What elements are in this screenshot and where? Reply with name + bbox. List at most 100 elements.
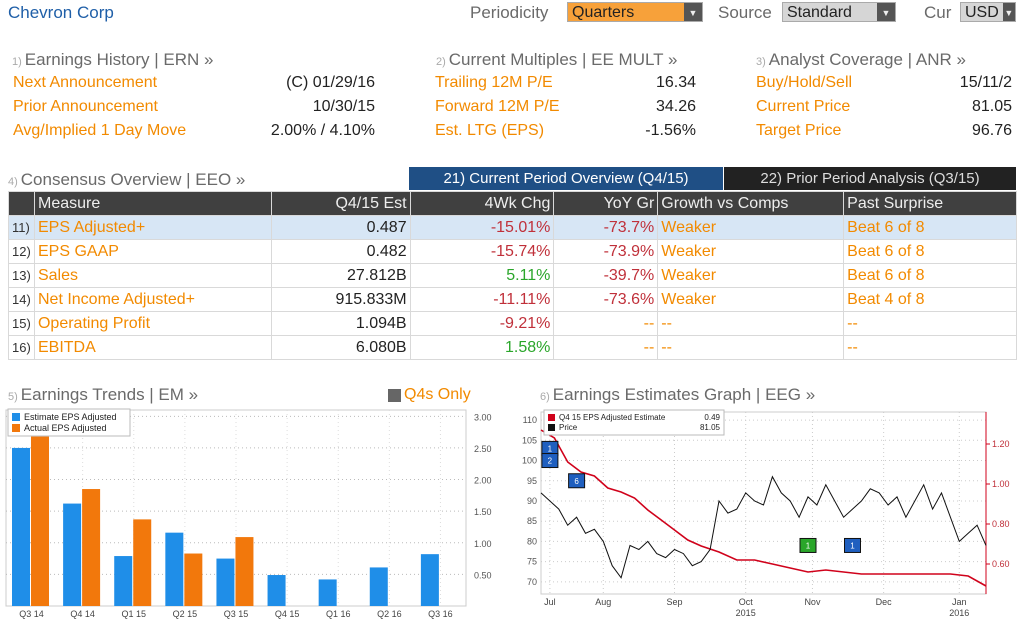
surprise-cell: -- [843,311,1017,336]
chevron-down-icon: ▼ [877,3,895,21]
est-cell: 0.487 [270,215,411,240]
periodicity-select[interactable]: Quarters ▼ [567,2,703,22]
legend-swatch [548,414,555,421]
x-tick-label: Q2 15 [173,609,198,619]
consensus-overview-link[interactable]: 4) Consensus Overview | EEO » [8,170,246,189]
legend-box [543,409,725,436]
column-header-num [8,191,35,216]
yoy-cell: -73.6% [553,287,659,312]
table-row[interactable]: 16) EBITDA 6.080B 1.58% -- -- -- [8,335,1017,360]
x-tick-label: Q2 16 [377,609,402,619]
bar[interactable] [133,519,152,606]
marker-label: 6 [574,477,579,486]
series-line [540,429,987,587]
table-row[interactable]: 13) Sales 27.812B 5.11% -39.7% Weaker Be… [8,263,1017,288]
tab-current-period[interactable]: 21) Current Period Overview (Q4/15) [409,167,723,190]
bar[interactable] [369,567,388,606]
bar[interactable] [12,447,30,606]
y-tick-label: 1.50 [474,507,492,517]
bar[interactable] [216,558,235,606]
column-header-yoy[interactable]: YoY Gr [553,191,659,216]
legend-label: Price [559,423,578,432]
periodicity-label: Periodicity [470,3,549,22]
measure-cell: Sales [33,263,272,288]
yoy-cell: -- [553,311,659,336]
left-tick-label: 70 [527,577,537,587]
left-tick-label: 75 [527,557,537,567]
q4-only-toggle[interactable]: Q4s Only [388,386,471,404]
right-tick-label: 1.20 [992,439,1010,449]
legend-label: Estimate EPS Adjusted [24,412,117,422]
tab-prior-period[interactable]: 22) Prior Period Analysis (Q3/15) [724,167,1016,190]
chg-cell: 5.11% [409,263,555,288]
growth-cell: -- [657,311,845,336]
event-marker[interactable]: 6 [568,473,586,489]
earnings-history-link[interactable]: 1) Earnings History | ERN » [12,50,214,69]
avg-move-value: 2.00% / 4.10% [270,122,375,139]
surprise-cell: Beat 6 of 8 [843,215,1017,240]
left-tick-label: 80 [527,536,537,546]
earnings-trends-link[interactable]: 5) Earnings Trends | EM » [8,385,199,404]
column-header-surprise[interactable]: Past Surprise [843,191,1017,216]
bar[interactable] [184,553,203,606]
bar[interactable] [267,575,286,606]
chevron-down-icon: ▼ [684,3,702,21]
column-header-growth[interactable]: Growth vs Comps [657,191,845,216]
x-tick-label: Q4 15 [275,609,300,619]
table-row[interactable]: 12) EPS GAAP 0.482 -15.74% -73.9% Weaker… [8,239,1017,264]
table-row[interactable]: 14) Net Income Adjusted+ 915.833M -11.11… [8,287,1017,312]
marker-label: 1 [806,541,811,550]
chg-cell: 1.58% [409,335,555,360]
measure-cell: Net Income Adjusted+ [33,287,272,312]
marker-label: 2 [548,457,553,466]
column-header-est[interactable]: Q4/15 Est [270,191,411,216]
measure-cell: EPS GAAP [33,239,272,264]
x-tick-label: Aug [595,597,611,607]
measure-cell: EBITDA [33,335,272,360]
series-line [540,475,987,579]
event-marker[interactable]: 2 [541,453,559,469]
left-tick-label: 90 [527,496,537,506]
source-label: Source [718,3,772,22]
analyst-coverage-link[interactable]: 3) Analyst Coverage | ANR » [756,50,966,69]
current-price-value: 81.05 [971,98,1012,115]
source-select[interactable]: Standard ▼ [782,2,896,22]
bar[interactable] [31,436,49,606]
avg-move-label: Avg/Implied 1 Day Move [13,122,187,139]
measure-cell: Operating Profit [33,311,272,336]
bar[interactable] [114,556,133,606]
row-number: 14) [8,287,35,312]
bar[interactable] [235,537,254,606]
bar[interactable] [318,579,337,606]
currency-value: USD [961,3,1003,21]
bar[interactable] [63,503,82,606]
earnings-trends-chart: 0.50 1.00 1.50 2.00 2.50 3.00 Q3 14 Q4 14 Q1 15 Q… [5,408,492,619]
column-header-chg[interactable]: 4Wk Chg [409,191,555,216]
current-multiples-link[interactable]: 2) Current Multiples | EE MULT » [436,50,678,69]
surprise-cell: Beat 6 of 8 [843,263,1017,288]
bar[interactable] [165,532,184,606]
column-header-measure[interactable]: Measure [33,191,272,216]
est-cell: 27.812B [270,263,411,288]
legend-value: 0.49 [704,413,720,422]
prior-announcement-label: Prior Announcement [13,98,158,115]
marker-box [541,453,559,469]
x-year-label: 2015 [736,608,756,618]
marker-box [568,473,586,489]
table-row[interactable]: 11) EPS Adjusted+ 0.487 -15.01% -73.7% W… [8,215,1017,240]
marker-box [799,537,817,553]
event-marker[interactable]: 1 [844,537,861,553]
est-ltg-value: -1.56% [645,122,696,139]
growth-cell: Weaker [657,287,845,312]
earnings-estimates-link[interactable]: 6) Earnings Estimates Graph | EEG » [540,385,816,404]
yoy-cell: -73.7% [553,215,659,240]
bar[interactable] [82,489,101,606]
bar[interactable] [420,554,439,606]
row-number: 11) [8,215,35,240]
table-row[interactable]: 15) Operating Profit 1.094B -9.21% -- --… [8,311,1017,336]
currency-select[interactable]: USD ▼ [960,2,1016,22]
est-cell: 6.080B [270,335,411,360]
event-marker[interactable]: 1 [799,537,817,553]
y-tick-label: 2.00 [474,476,492,486]
consensus-table: Measure Q4/15 Est 4Wk Chg YoY Gr Growth … [8,191,1017,360]
